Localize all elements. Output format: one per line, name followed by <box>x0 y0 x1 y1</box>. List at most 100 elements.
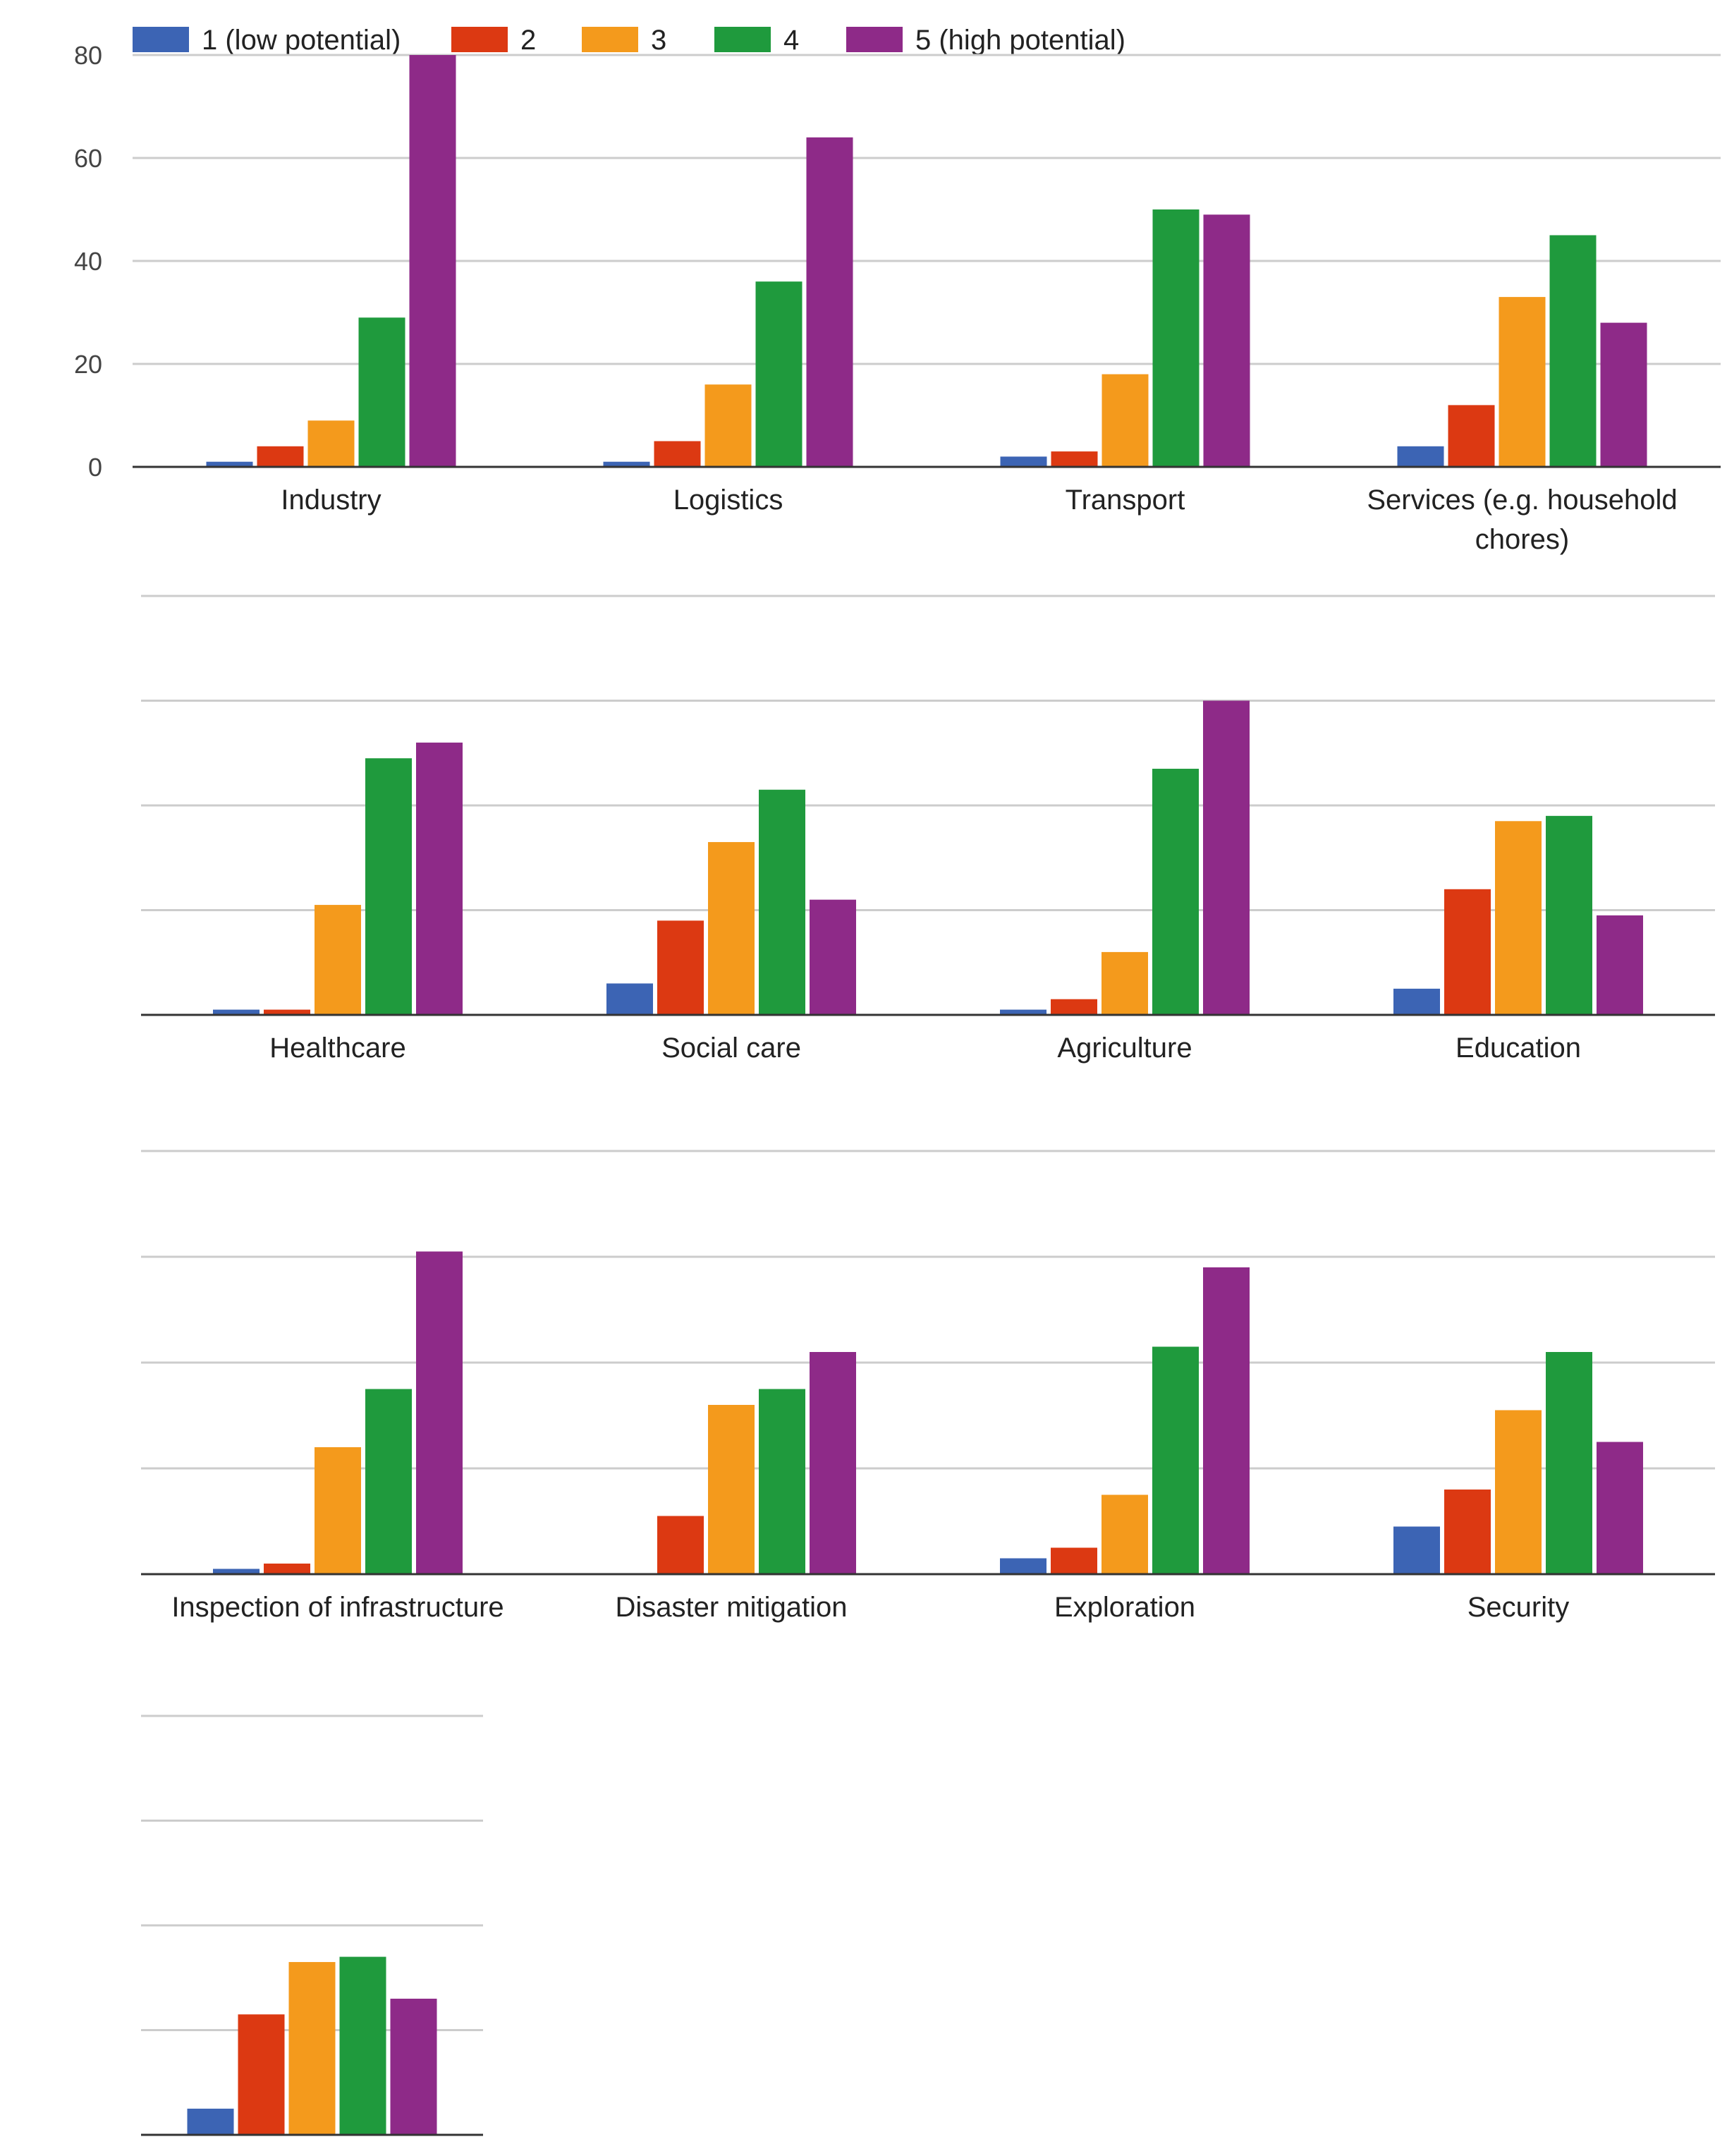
bar <box>264 1564 310 1574</box>
category-label: Logistics <box>673 485 783 516</box>
category-group: Services (e.g. household chores) <box>1367 235 1678 555</box>
bar <box>1444 1490 1491 1574</box>
bar <box>1102 1494 1148 1574</box>
category-group: Healthcare <box>213 742 463 1064</box>
legend-swatch <box>846 27 903 52</box>
bar <box>1152 209 1200 467</box>
bar <box>365 758 412 1015</box>
bar <box>315 905 361 1015</box>
legend-swatch <box>133 27 189 52</box>
y-tick-label: 20 <box>74 350 102 379</box>
bar <box>1397 446 1444 467</box>
category-label: Agriculture <box>1057 1033 1192 1064</box>
bar <box>213 1569 260 1574</box>
bar <box>1499 297 1546 467</box>
category-group: Entertainment <box>187 1956 437 2156</box>
bar <box>1495 1410 1542 1574</box>
chart-row: 0 20 40 60 80 <box>74 41 1721 482</box>
bar <box>1152 769 1199 1015</box>
category-group: Exploration <box>1000 1267 1250 1623</box>
category-group: Education <box>1393 815 1643 1064</box>
bar <box>1203 1267 1250 1574</box>
bar <box>264 1009 310 1015</box>
category-group: Transport <box>1000 209 1250 516</box>
legend-swatch <box>582 27 638 52</box>
legend-label: 3 <box>651 25 666 56</box>
bar <box>1549 235 1597 467</box>
bar <box>1495 821 1542 1015</box>
bar <box>708 841 755 1015</box>
bar <box>365 1389 412 1574</box>
legend-label: 4 <box>783 25 799 56</box>
bar <box>1000 456 1047 467</box>
category-label: Healthcare <box>269 1033 405 1064</box>
bar <box>1051 1547 1097 1574</box>
bar <box>806 137 853 468</box>
y-tick-label: 0 <box>88 453 102 482</box>
chart-legend: 1 (low potential) 2 3 4 5 (high potential) <box>133 25 1125 56</box>
bar <box>1102 374 1149 467</box>
bar <box>1600 322 1647 467</box>
bar <box>654 441 701 467</box>
bar <box>1393 1526 1440 1574</box>
legend-label: 5 (high potential) <box>915 25 1125 56</box>
chart-panels: 0 20 40 60 80 Industry Logistics Transport Servi… <box>74 41 1721 2156</box>
bar <box>409 55 456 467</box>
bar <box>1051 451 1098 467</box>
bar <box>810 899 856 1015</box>
bar <box>1448 405 1495 467</box>
bar <box>213 1009 260 1015</box>
category-group: Industry <box>206 55 456 516</box>
category-label: Exploration <box>1054 1592 1195 1623</box>
category-group: Security <box>1393 1352 1643 1623</box>
bar <box>238 2014 285 2135</box>
legend-label: 2 <box>520 25 536 56</box>
y-tick-label: 80 <box>74 41 102 70</box>
category-label: Inspection of infrastructure <box>171 1592 504 1623</box>
bar <box>657 1516 704 1574</box>
category-group: Logistics <box>603 137 853 516</box>
bar <box>704 384 752 467</box>
bar <box>416 1251 463 1574</box>
bar <box>755 281 803 467</box>
bar <box>1546 815 1592 1015</box>
y-tick-label: 60 <box>74 144 102 173</box>
bar <box>1393 988 1440 1015</box>
bar <box>759 789 805 1015</box>
bar <box>206 461 253 467</box>
bar <box>1203 214 1250 467</box>
category-label: chores) <box>1475 524 1569 555</box>
category-group: Disaster mitigation <box>615 1352 856 1623</box>
legend-swatch <box>714 27 771 52</box>
bar <box>1546 1352 1592 1574</box>
bar <box>187 2108 234 2135</box>
bar <box>708 1405 755 1574</box>
bar <box>390 1998 437 2135</box>
bar <box>315 1447 361 1574</box>
legend-swatch <box>451 27 508 52</box>
bar <box>1597 1442 1643 1574</box>
bar <box>1203 700 1250 1015</box>
y-tick-label: 40 <box>74 247 102 276</box>
category-group: Social care <box>606 789 856 1064</box>
bar <box>1051 999 1097 1015</box>
legend-label: 1 (low potential) <box>202 25 401 56</box>
bar <box>1000 1558 1046 1574</box>
category-label: Security <box>1467 1592 1570 1623</box>
bar <box>1444 889 1491 1015</box>
category-label: Services (e.g. household <box>1367 485 1677 516</box>
bar <box>657 920 704 1015</box>
bar <box>416 742 463 1015</box>
bar <box>339 1956 386 2135</box>
bar <box>288 1961 336 2135</box>
bar <box>1597 915 1643 1015</box>
bar <box>257 446 304 467</box>
category-group: Inspection of infrastructure <box>171 1251 504 1623</box>
bar <box>810 1352 856 1574</box>
category-label: Transport <box>1066 485 1185 516</box>
category-label: Industry <box>281 485 381 516</box>
category-label: Disaster mitigation <box>615 1592 847 1623</box>
bar <box>358 317 405 467</box>
category-label: Entertainment <box>224 2152 400 2156</box>
